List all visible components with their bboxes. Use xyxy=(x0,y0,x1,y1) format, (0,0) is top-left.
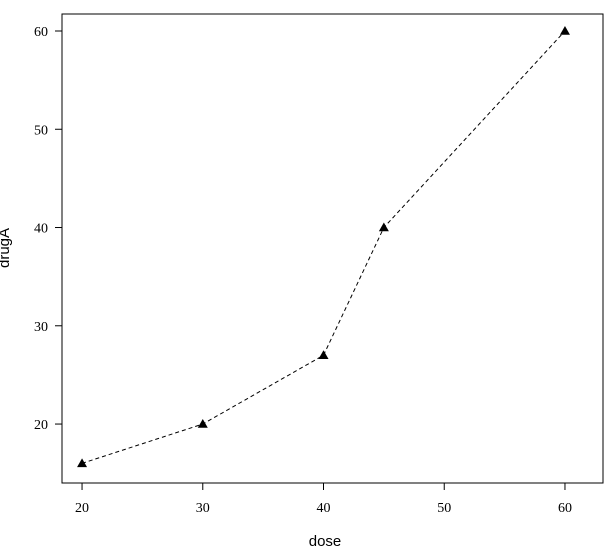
y-tick-label: 30 xyxy=(34,320,48,335)
x-tick-label: 60 xyxy=(558,501,572,516)
y-axis-title: drugA xyxy=(0,228,13,268)
y-tick-label: 50 xyxy=(34,123,48,138)
y-tick-label: 20 xyxy=(34,418,48,433)
data-point xyxy=(318,350,329,360)
data-point xyxy=(378,222,389,232)
x-axis-title: dose xyxy=(309,533,342,550)
data-line xyxy=(81,30,566,464)
x-tick-label: 20 xyxy=(75,501,89,516)
data-point xyxy=(559,25,570,35)
x-tick-label: 30 xyxy=(196,501,210,516)
y-tick-label: 40 xyxy=(34,222,48,237)
data-point xyxy=(77,458,88,468)
data-point xyxy=(197,419,208,428)
x-tick-label: 50 xyxy=(437,501,451,516)
x-tick-label: 40 xyxy=(317,501,331,516)
y-tick-label: 60 xyxy=(34,25,48,40)
plot-box xyxy=(61,13,604,484)
